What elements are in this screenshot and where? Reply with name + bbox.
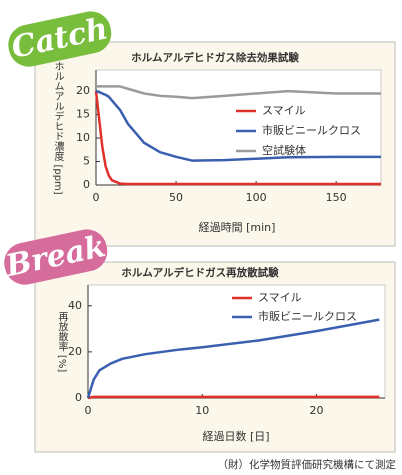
series-line [94, 90, 381, 186]
series-line [87, 395, 380, 400]
footnote: （財）化学物質評価研究機構にて測定 [218, 458, 397, 471]
x-tick-label: 150 [326, 191, 347, 204]
y-tick-label: 0 [75, 391, 82, 404]
legend-label: スマイル [258, 291, 302, 304]
x-tick-label: 20 [309, 404, 323, 417]
plot-area [87, 284, 386, 399]
x-tick-label: 100 [246, 191, 267, 204]
series-line [95, 89, 381, 162]
y-tick-label: 15 [76, 108, 90, 121]
badge-break: Break [2, 229, 108, 285]
badge-bg [8, 11, 112, 67]
legend-label: 市販ビニールクロス [258, 309, 357, 323]
plot-area [95, 69, 382, 186]
chart-title: ホルムアルデヒドガス再放散試験 [121, 266, 279, 279]
x-tick-label: 0 [93, 191, 100, 204]
series-line [96, 85, 381, 100]
y-tick-label: 10 [76, 131, 90, 144]
x-tick-label: 10 [195, 404, 209, 417]
x-tick-label: 50 [169, 191, 183, 204]
legend-label: スマイル [262, 104, 306, 117]
y-tick-label: 20 [76, 84, 90, 97]
y-tick-label: 5 [83, 155, 90, 168]
y-tick-label: 0 [83, 178, 90, 191]
x-axis-label: 経過時間 [min] [199, 221, 276, 234]
x-axis-label: 経過日数 [日] [202, 430, 269, 443]
legend-label: 空試験体 [262, 143, 306, 157]
chart-title: ホルムアルデヒドガス除去効果試験 [131, 51, 299, 64]
badge-bg [4, 229, 108, 285]
y-axis-label: ホルムアルデヒド濃度 [ppm] [52, 61, 64, 195]
y-tick-label: 20 [68, 345, 82, 358]
series-line [86, 318, 380, 399]
x-tick-label: 0 [85, 404, 92, 417]
legend-label: 市販ビニールクロス [262, 123, 361, 137]
y-tick-label: 40 [68, 299, 82, 312]
y-axis-label: 再放散率 [%] [56, 312, 68, 373]
